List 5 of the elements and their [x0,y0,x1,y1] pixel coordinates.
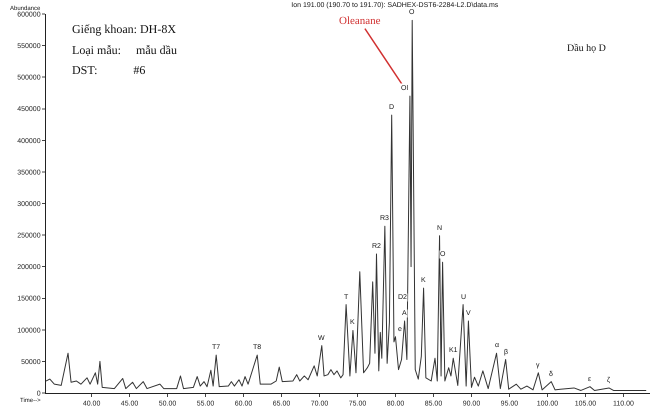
annotation: Giếng khoan: DH-8X [72,22,176,36]
annotation: Oleanane [339,15,381,27]
annotation: DST: #6 [72,63,146,77]
annotation: Loại mẫu: mẫu dầu [72,43,177,57]
annotation: Dầu họ D [567,43,606,54]
